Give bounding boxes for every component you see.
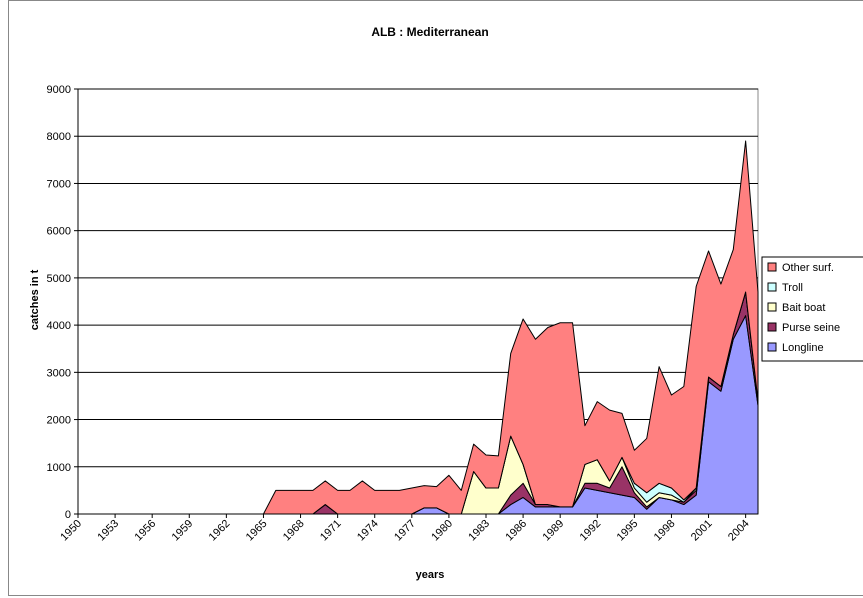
legend-swatch (767, 322, 777, 332)
y-tick-label: 8000 (47, 131, 71, 143)
y-tick-label: 0 (65, 509, 71, 521)
chart-title: ALB : Mediterranean (371, 25, 488, 39)
legend-label: Bait boat (782, 302, 825, 314)
legend-label: Other surf. (782, 262, 834, 274)
y-tick-label: 9000 (47, 84, 71, 96)
legend-label: Purse seine (782, 322, 840, 334)
y-tick-label: 7000 (47, 178, 71, 190)
y-axis-label: catches in t (29, 269, 41, 330)
y-tick-label: 5000 (47, 273, 71, 285)
legend-box (761, 256, 863, 362)
legend-label: Troll (782, 282, 803, 294)
legend-swatch (767, 342, 777, 352)
y-tick-label: 2000 (47, 415, 71, 427)
y-tick-label: 3000 (47, 367, 71, 379)
x-axis-label: years (416, 569, 445, 581)
legend-swatch (767, 302, 777, 312)
legend-label: Longline (782, 342, 824, 354)
y-tick-label: 1000 (47, 462, 71, 474)
legend-swatch (767, 282, 777, 292)
y-tick-label: 4000 (47, 320, 71, 332)
legend-swatch (767, 262, 777, 272)
y-tick-label: 6000 (47, 226, 71, 238)
